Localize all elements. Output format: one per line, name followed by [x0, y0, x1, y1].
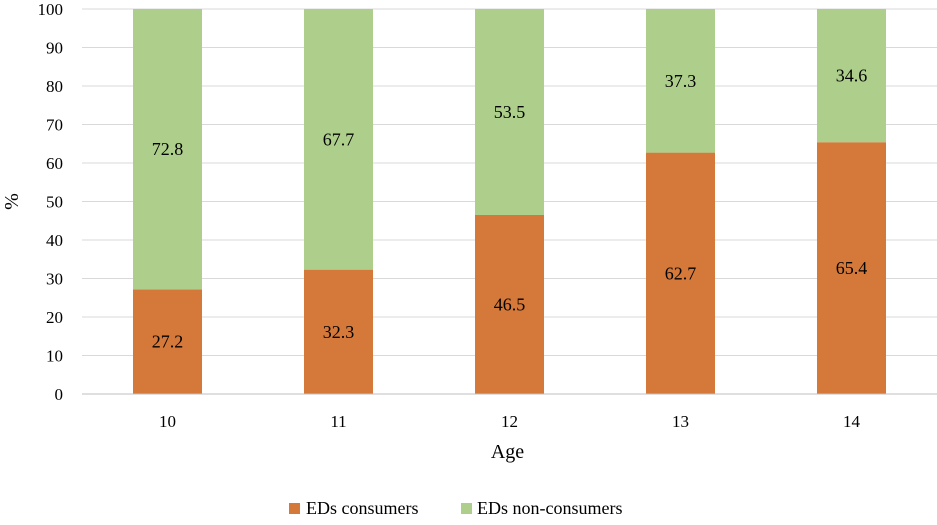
data-label: 62.7	[665, 263, 697, 283]
y-tick-label: 100	[38, 0, 64, 19]
bar-non-consumers-10	[133, 9, 202, 290]
y-tick-label: 60	[46, 154, 63, 173]
legend-swatch	[461, 503, 472, 514]
data-label: 34.6	[836, 66, 868, 86]
bar-consumers-12	[475, 214, 544, 394]
data-label: 46.5	[494, 294, 526, 314]
y-tick-label: 10	[46, 347, 63, 366]
y-axis-title: %	[1, 193, 23, 210]
data-label: 67.7	[323, 129, 355, 149]
legend-swatch	[289, 503, 300, 514]
bar-non-consumers-11	[304, 9, 373, 270]
bar-non-consumers-13	[646, 9, 715, 153]
bar-consumers-11	[304, 269, 373, 394]
x-tick-label: 14	[843, 412, 861, 431]
y-tick-label: 80	[46, 77, 63, 96]
y-tick-label: 70	[46, 116, 63, 135]
legend-label: EDs non-consumers	[477, 498, 622, 518]
bar-non-consumers-14	[817, 9, 886, 143]
bar-consumers-10	[133, 289, 202, 394]
bar-consumers-14	[817, 142, 886, 394]
x-tick-label: 13	[672, 412, 689, 431]
bars-group: 27.2 72.8 32.3 67.7 46.5 53.5 62.7 37.3 65.4 34.6	[133, 9, 886, 394]
bar-non-consumers-12	[475, 9, 544, 215]
y-tick-label: 20	[46, 308, 63, 327]
x-tick-label: 12	[501, 412, 518, 431]
legend: EDs consumers EDs non-consumers	[289, 498, 622, 518]
bar-consumers-13	[646, 152, 715, 394]
data-label: 37.3	[665, 71, 697, 91]
y-tick-label: 90	[46, 39, 63, 58]
data-label: 65.4	[836, 258, 868, 278]
y-tick-label: 30	[46, 270, 63, 289]
x-axis-ticks: 10 11 12 13 14	[159, 412, 861, 431]
y-tick-label: 0	[55, 385, 64, 404]
data-label: 72.8	[152, 139, 184, 159]
x-tick-label: 11	[330, 412, 346, 431]
y-axis-ticks: 0 10 20 30 40 50 60 70 80 90 100	[38, 0, 64, 404]
y-tick-label: 40	[46, 231, 63, 250]
legend-label: EDs consumers	[306, 498, 418, 518]
y-tick-label: 50	[46, 193, 63, 212]
x-tick-label: 10	[159, 412, 176, 431]
data-label: 53.5	[494, 102, 526, 122]
data-label: 32.3	[323, 322, 355, 342]
data-label: 27.2	[152, 332, 184, 352]
x-axis-title: Age	[491, 441, 524, 463]
